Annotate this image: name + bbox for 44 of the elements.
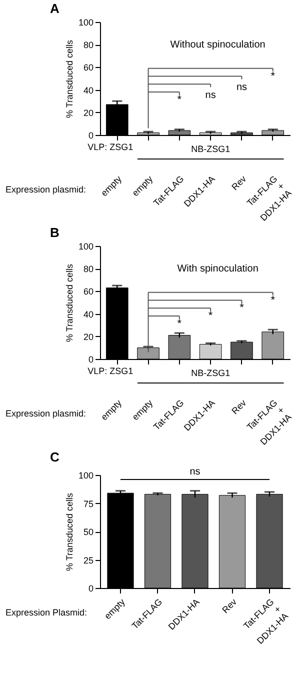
- annotation: *: [177, 318, 182, 330]
- annotation: *: [270, 70, 276, 82]
- y-tick-label: 80: [83, 264, 94, 274]
- text: NB-ZSG1: [191, 368, 230, 378]
- chart-title: B: [50, 225, 60, 240]
- annotation: *: [240, 302, 245, 314]
- x-tick-label: Rev: [230, 173, 248, 192]
- y-tick-label: 60: [83, 62, 94, 73]
- y-tick-label: 50: [83, 527, 94, 537]
- annotation: Without spinoculation: [170, 40, 266, 51]
- x-axis-title: Expression Plasmid:: [6, 608, 88, 618]
- y-tick-label: 40: [83, 85, 94, 96]
- annotation: ns: [236, 82, 248, 94]
- chart-title: A: [50, 1, 60, 16]
- y-tick-label: 60: [83, 286, 94, 297]
- x-axis-title: Expression plasmid:: [6, 184, 86, 194]
- x-axis-title: Expression plasmid:: [6, 408, 86, 418]
- text: VLP: ZSG1: [88, 142, 134, 152]
- y-axis-title: % Transduced cells: [64, 39, 74, 118]
- y-tick-label: 0: [88, 130, 94, 140]
- chart-title: C: [50, 450, 60, 465]
- y-tick-label: 20: [83, 332, 94, 342]
- y-tick-label: 100: [78, 18, 94, 28]
- ref-line-label: ns: [190, 466, 200, 478]
- y-axis-title: % Transduced cells: [64, 492, 74, 572]
- y-axis-title: % Transduced cells: [64, 263, 74, 342]
- annotation: *: [270, 294, 276, 306]
- x-tick-label: Rev: [220, 596, 239, 616]
- text: VLP: ZSG1: [88, 366, 134, 376]
- x-tick-label: Rev: [230, 397, 248, 416]
- y-tick-label: 0: [88, 354, 94, 364]
- y-tick-label: 25: [83, 555, 94, 566]
- y-tick-label: 20: [83, 108, 94, 118]
- text: NB-ZSG1: [191, 144, 230, 154]
- annotation: *: [208, 310, 214, 322]
- y-tick-label: 40: [83, 309, 94, 320]
- annotation: With spinoculation: [177, 264, 258, 275]
- y-tick-label: 0: [88, 584, 94, 594]
- y-tick-label: 75: [83, 498, 94, 509]
- y-tick-label: 80: [83, 40, 94, 50]
- annotation: *: [177, 94, 182, 106]
- y-tick-label: 100: [78, 470, 94, 480]
- annotation: ns: [205, 90, 216, 102]
- y-tick-label: 100: [78, 242, 94, 252]
